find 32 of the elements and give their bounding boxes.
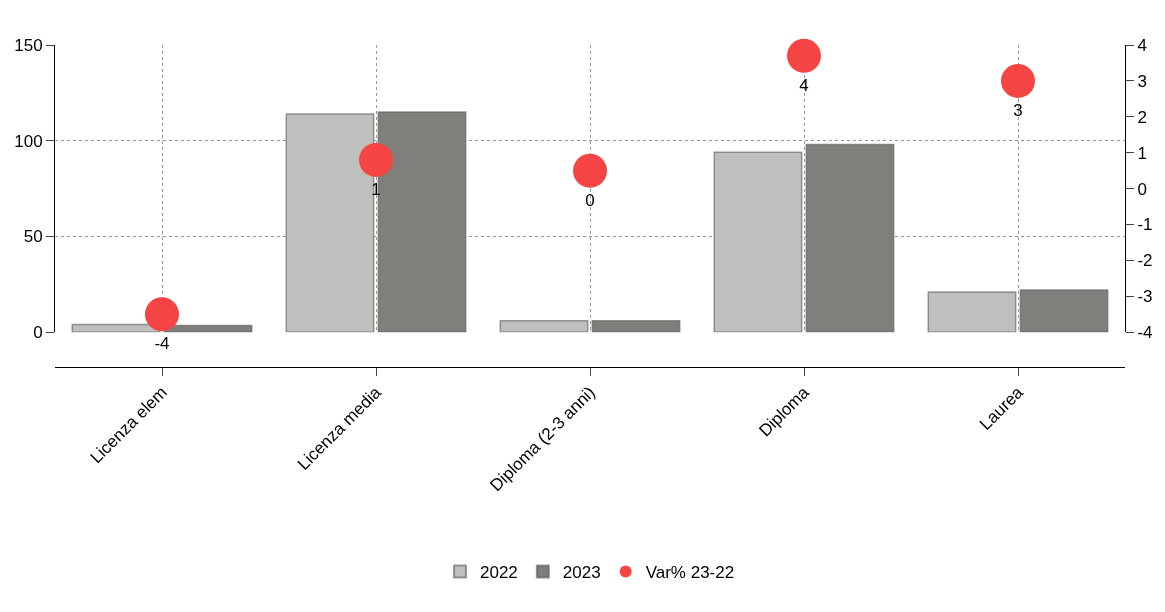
y2-tick-label: -3 bbox=[1137, 287, 1153, 307]
point bbox=[359, 142, 393, 177]
y-tick-label: 100 bbox=[14, 131, 43, 151]
y2-tick-label: 2 bbox=[1137, 107, 1147, 127]
point bbox=[145, 297, 179, 332]
y2-tick-label: 1 bbox=[1137, 143, 1147, 163]
bar bbox=[713, 151, 803, 333]
data-label: 4 bbox=[799, 75, 809, 95]
point bbox=[787, 38, 821, 73]
legend-label: 2022 bbox=[480, 563, 518, 583]
data-label: 0 bbox=[585, 190, 595, 210]
legend-label: 2023 bbox=[562, 563, 601, 583]
y2-tick-label: -1 bbox=[1137, 215, 1153, 235]
bar bbox=[499, 319, 589, 333]
data-label: -4 bbox=[154, 334, 170, 354]
y-tick-label: 150 bbox=[14, 35, 43, 55]
bar bbox=[805, 143, 895, 333]
point bbox=[573, 153, 607, 188]
y2-tick-label: -4 bbox=[1137, 323, 1153, 343]
data-label: 3 bbox=[1013, 100, 1023, 120]
y2-tick-label: 4 bbox=[1137, 35, 1147, 55]
data-label: 1 bbox=[371, 179, 381, 199]
bar bbox=[1019, 289, 1109, 333]
bar bbox=[927, 291, 1017, 333]
bar bbox=[591, 319, 681, 333]
y-tick-label: 50 bbox=[23, 227, 43, 247]
legend-label: Var% 23-22 bbox=[645, 563, 735, 583]
y2-tick-label: 3 bbox=[1137, 71, 1147, 91]
point bbox=[1001, 63, 1035, 98]
y2-tick-label: -2 bbox=[1137, 251, 1153, 271]
y-tick-label: 0 bbox=[33, 323, 43, 343]
y2-tick-label: 0 bbox=[1137, 179, 1147, 199]
